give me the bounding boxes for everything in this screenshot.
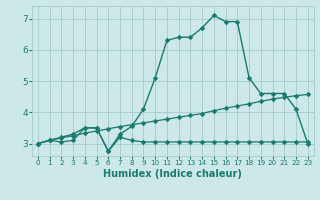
X-axis label: Humidex (Indice chaleur): Humidex (Indice chaleur) bbox=[103, 169, 242, 179]
